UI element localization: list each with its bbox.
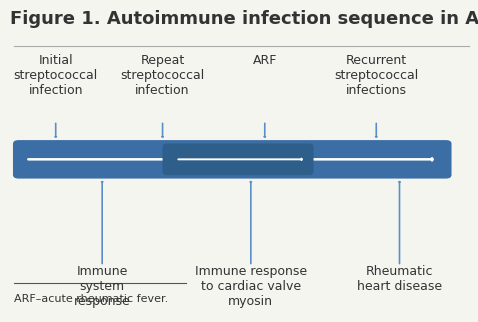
- Text: ARF: ARF: [252, 54, 277, 67]
- Text: Initial
streptococcal
infection: Initial streptococcal infection: [13, 54, 98, 97]
- Text: Rheumatic
heart disease: Rheumatic heart disease: [357, 265, 442, 293]
- Text: Repeat
streptococcal
infection: Repeat streptococcal infection: [120, 54, 205, 97]
- Text: ARF–acute rheumatic fever.: ARF–acute rheumatic fever.: [14, 294, 168, 304]
- Text: Recurrent
streptococcal
infections: Recurrent streptococcal infections: [334, 54, 418, 97]
- FancyBboxPatch shape: [163, 144, 314, 175]
- Text: Immune
system
response: Immune system response: [74, 265, 130, 308]
- FancyBboxPatch shape: [13, 140, 452, 179]
- Text: Figure 1. Autoimmune infection sequence in ARF: Figure 1. Autoimmune infection sequence …: [10, 10, 478, 28]
- Text: Immune response
to cardiac valve
myosin: Immune response to cardiac valve myosin: [195, 265, 307, 308]
